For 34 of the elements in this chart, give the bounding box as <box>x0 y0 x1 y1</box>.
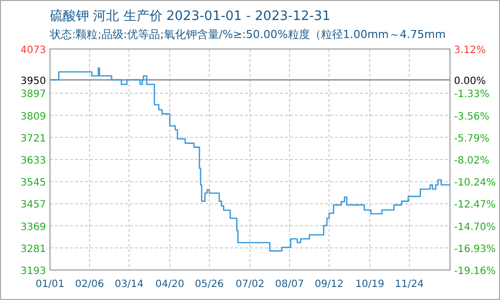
x-tick-label: 07/02 <box>236 279 264 290</box>
y2-tick-label: -3.56% <box>454 111 490 122</box>
y-tick-label: 3897 <box>20 89 46 100</box>
x-tick-label: 08/07 <box>275 279 304 290</box>
y-tick-label: 3950 <box>20 76 46 87</box>
y-tick-label: 3633 <box>20 156 46 166</box>
x-tick-label: 10/19 <box>355 279 384 290</box>
y2-tick-label: 3.12% <box>454 45 486 56</box>
y-tick-label: 3545 <box>20 178 46 189</box>
y2-tick-label: -14.70% <box>454 222 496 233</box>
x-tick-label: 04/20 <box>155 279 184 290</box>
x-tick-label: 05/26 <box>194 279 224 290</box>
chart-title: 硫酸钾 河北 生产价 2023-01-01 - 2023-12-31 <box>50 9 330 24</box>
y-tick-label: 3369 <box>20 222 46 233</box>
chart-subtitle: 状态:颗粒;品级:优等品;氧化钾含量/%≥:50.00%粒度（粒径1.00mm～4.75mm <box>49 28 446 41</box>
y2-tick-label: -10.24% <box>454 178 496 189</box>
x-tick-label: 01/01 <box>36 279 64 290</box>
y2-tick-label: -16.93% <box>454 244 496 255</box>
x-tick-label: 09/12 <box>314 279 344 290</box>
y2-tick-label: -19.16% <box>454 266 496 277</box>
y-tick-label: 3809 <box>20 111 46 122</box>
y-tick-label: 3457 <box>20 200 46 211</box>
y2-tick-label: -5.79% <box>454 133 490 144</box>
y2-tick-label: -8.02% <box>454 156 490 166</box>
y-tick-label: 3281 <box>20 244 46 255</box>
x-tick-label: 11/24 <box>394 279 424 290</box>
y-tick-label: 3721 <box>20 133 46 144</box>
y-tick-label: 4073 <box>20 45 46 56</box>
x-tick-label: 02/06 <box>75 279 104 290</box>
y2-tick-label: 0.00% <box>454 76 486 87</box>
y2-tick-label: -1.33% <box>454 89 490 100</box>
y-tick-label: 3193 <box>20 266 46 277</box>
x-tick-label: 03/14 <box>114 279 144 290</box>
y2-tick-label: -12.47% <box>454 200 496 211</box>
